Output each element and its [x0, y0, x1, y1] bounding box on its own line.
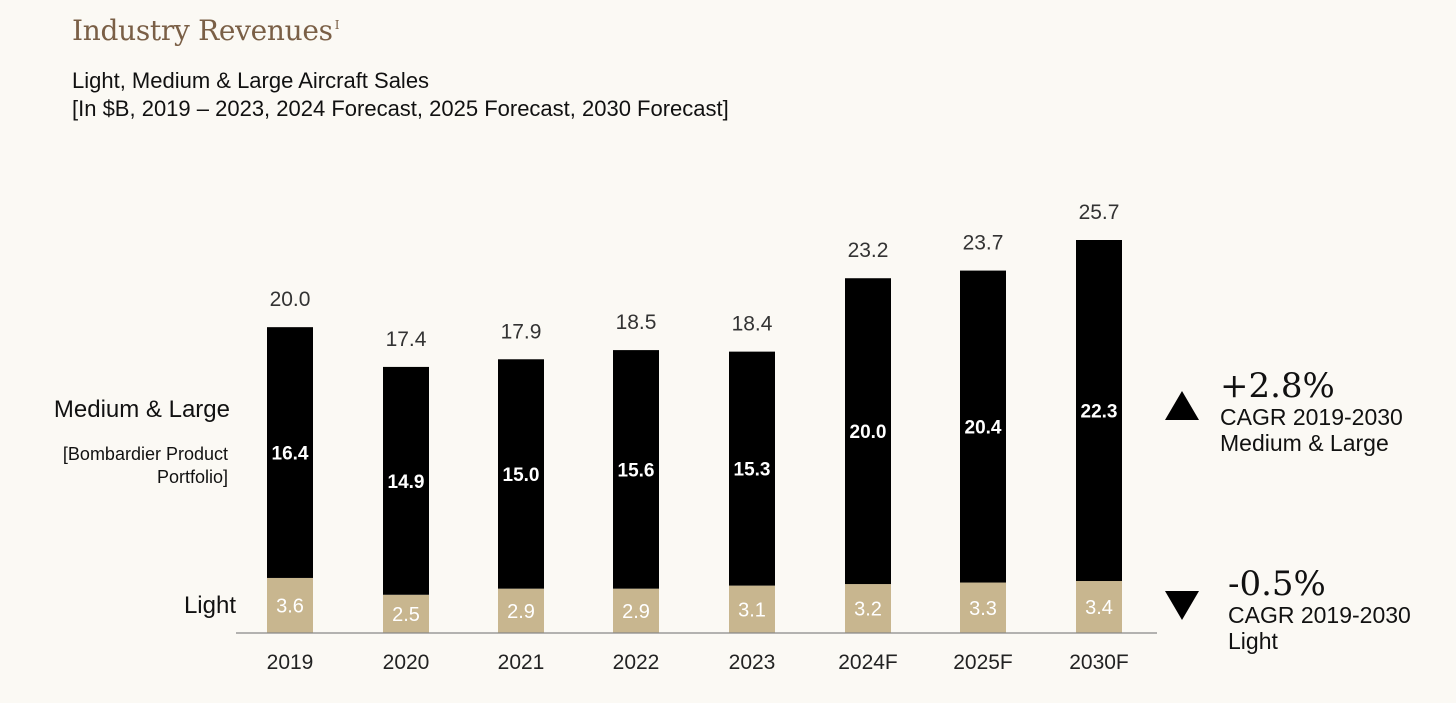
cagr-medium-large-value: +2.8% [1220, 366, 1335, 406]
data-label-medium-large-2024F: 20.0 [850, 422, 887, 443]
data-label-medium-large-2019: 16.4 [272, 444, 309, 465]
x-tick-2019: 2019 [267, 651, 314, 674]
triangle-down-icon [1165, 591, 1199, 620]
chart-subtitle: Light, Medium & Large Aircraft Sales [In… [72, 67, 729, 123]
cagr-medium-large: +2.8% CAGR 2019-2030 Medium & Large [1220, 368, 1403, 456]
bar-light-2030F [1076, 581, 1122, 633]
total-label-2025F: 23.7 [963, 232, 1004, 255]
title-footnote: I [334, 18, 340, 32]
x-tick-2024F: 2024F [838, 651, 898, 674]
page-title: Industry Revenues I [72, 14, 340, 47]
bar-light-2022 [613, 588, 659, 633]
data-label-light-2023: 3.1 [738, 599, 766, 621]
total-label-2024F: 23.2 [848, 239, 889, 262]
bar-light-2023 [729, 585, 775, 633]
total-label-2022: 18.5 [616, 311, 657, 334]
bar-medium-large-2023 [729, 351, 775, 586]
cagr-light: -0.5% CAGR 2019-2030 Light [1228, 566, 1411, 654]
title-text: Industry Revenues [72, 14, 333, 47]
data-label-medium-large-2022: 15.6 [618, 460, 655, 481]
data-label-medium-large-2023: 15.3 [734, 460, 771, 481]
total-label-2019: 20.0 [270, 288, 311, 311]
subtitle-line-2: [In $B, 2019 – 2023, 2024 Forecast, 2025… [72, 96, 729, 121]
total-label-2021: 17.9 [501, 320, 542, 343]
x-tick-2023: 2023 [729, 651, 776, 674]
cagr-medium-large-desc-2: Medium & Large [1220, 430, 1389, 456]
cagr-light-desc-2: Light [1228, 628, 1278, 654]
data-label-light-2025F: 3.3 [969, 598, 997, 620]
x-tick-2030F: 2030F [1069, 651, 1129, 674]
bar-light-2019 [267, 577, 313, 633]
cagr-medium-large-desc-1: CAGR 2019-2030 [1220, 404, 1403, 430]
data-label-medium-large-2025F: 20.4 [965, 418, 1002, 439]
bar-medium-large-2024F [845, 278, 891, 585]
data-label-medium-large-2030F: 22.3 [1081, 402, 1118, 423]
total-label-2030F: 25.7 [1079, 201, 1120, 224]
bar-medium-large-2030F [1076, 240, 1122, 582]
x-tick-2022: 2022 [613, 651, 660, 674]
data-label-light-2024F: 3.2 [854, 599, 882, 621]
bar-medium-large-2020 [383, 366, 429, 595]
x-tick-2021: 2021 [498, 651, 545, 674]
bar-medium-large-2025F [960, 270, 1006, 583]
bar-light-2024F [845, 584, 891, 633]
series-label-medium-large: Medium & Large [53, 396, 230, 423]
bar-medium-large-2019 [267, 327, 313, 578]
total-label-2020: 17.4 [386, 328, 427, 351]
bar-medium-large-2022 [613, 350, 659, 589]
data-label-light-2019: 3.6 [276, 595, 304, 617]
data-label-medium-large-2020: 14.9 [388, 472, 425, 493]
series-label-light: Light [183, 592, 236, 619]
subtitle-line-1: Light, Medium & Large Aircraft Sales [72, 68, 430, 93]
data-label-light-2021: 2.9 [507, 601, 535, 623]
bar-light-2025F [960, 582, 1006, 633]
data-label-light-2022: 2.9 [622, 601, 650, 623]
triangle-up-icon [1165, 391, 1199, 420]
data-label-medium-large-2021: 15.0 [503, 465, 540, 486]
cagr-light-value: -0.5% [1228, 564, 1326, 604]
bar-medium-large-2021 [498, 359, 544, 589]
bar-light-2021 [498, 588, 544, 633]
x-tick-2020: 2020 [383, 651, 430, 674]
x-tick-2025F: 2025F [953, 651, 1013, 674]
cagr-light-desc-1: CAGR 2019-2030 [1228, 602, 1411, 628]
series-label-portfolio: [Bombardier Product Portfolio] [62, 444, 228, 487]
data-label-light-2020: 2.5 [392, 604, 420, 626]
bar-light-2020 [383, 594, 429, 633]
total-label-2023: 18.4 [732, 313, 773, 336]
data-label-light-2030F: 3.4 [1085, 597, 1113, 619]
